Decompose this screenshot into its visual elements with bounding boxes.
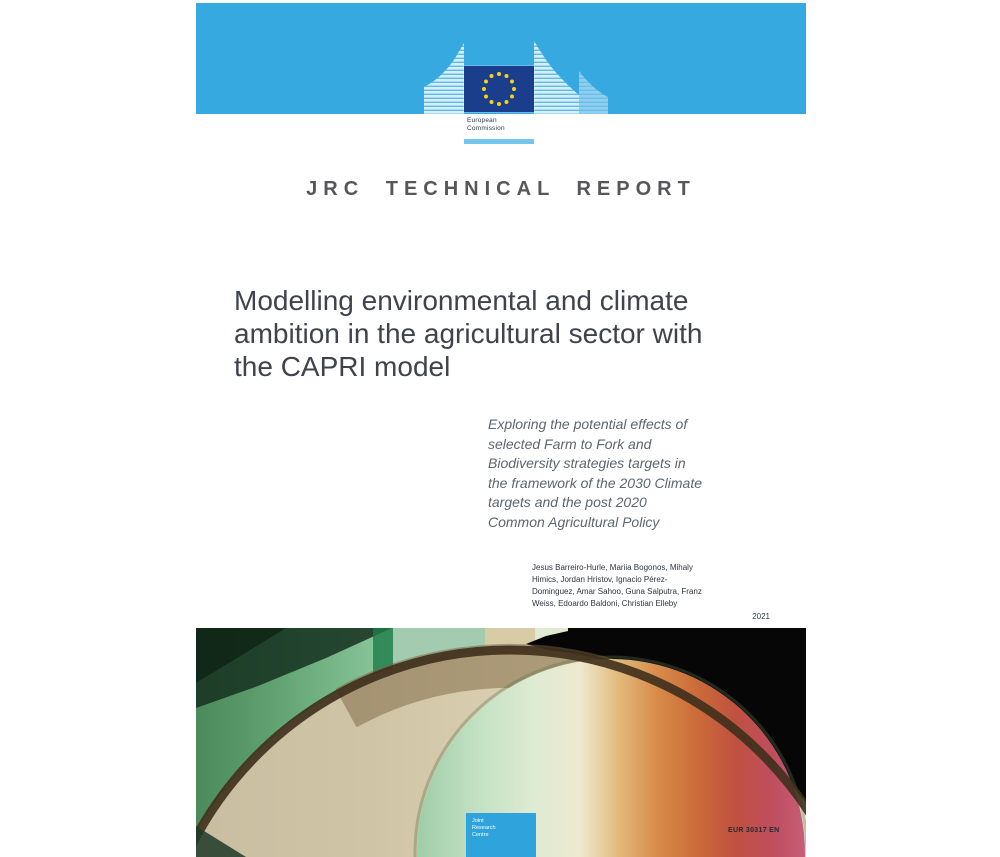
report-subtitle-line: the framework of the 2030 Climate xyxy=(488,474,702,491)
report-subtitle-line: Common Agricultural Policy xyxy=(488,513,660,530)
eu-flag-stars xyxy=(482,72,516,106)
report-subtitle-line: Biodiversity strategies targets in xyxy=(488,455,686,471)
report-subtitle: Exploring the potential effects of selec… xyxy=(488,415,702,532)
authors-line: Himics, Jordan Hristov, Ignacio Pérez- xyxy=(532,575,668,584)
commission-building-graphic xyxy=(424,41,608,114)
eu-flag xyxy=(464,66,534,112)
jrc-logo-line: Centre xyxy=(472,832,489,838)
jrc-logo-box: Joint Research Centre xyxy=(466,813,536,857)
cover-photo: Joint Research Centre EUR 30317 EN xyxy=(196,628,806,857)
report-title-line: the CAPRI model xyxy=(234,351,451,382)
authors-line: Dominguez, Amar Sahoo, Guna Salputra, Fr… xyxy=(532,587,702,596)
report-title: Modelling environmental and climate ambi… xyxy=(234,284,702,383)
authors-line: Weiss, Edoardo Baldoni, Christian Elleby xyxy=(532,599,678,608)
report-subtitle-line: Exploring the potential effects of xyxy=(488,416,688,432)
commission-wordmark: European Commission xyxy=(467,117,505,133)
authors-line: Jesus Barreiro-Hurle, Mariia Bogonos, Mi… xyxy=(532,563,693,572)
commission-wordmark-line2: Commission xyxy=(467,125,505,132)
authors-list: Jesus Barreiro-Hurle, Mariia Bogonos, Mi… xyxy=(532,562,702,610)
commission-banner xyxy=(196,3,806,114)
photo-black-corner xyxy=(526,628,806,802)
report-subtitle-line: targets and the post 2020 xyxy=(488,494,647,510)
report-type-heading: JRC TECHNICAL REPORT xyxy=(306,178,696,200)
commission-underline-bar xyxy=(464,139,534,144)
commission-wordmark-line1: European xyxy=(467,117,497,124)
jrc-logo-line: Research xyxy=(472,825,496,831)
report-number: EUR 30317 EN xyxy=(728,827,780,834)
publication-year: 2021 xyxy=(752,612,770,621)
jrc-logo-line: Joint xyxy=(472,818,484,824)
report-title-line: Modelling environmental and climate xyxy=(234,285,689,316)
report-title-line: ambition in the agricultural sector with xyxy=(234,318,703,349)
report-subtitle-line: selected Farm to Fork and xyxy=(488,435,652,452)
